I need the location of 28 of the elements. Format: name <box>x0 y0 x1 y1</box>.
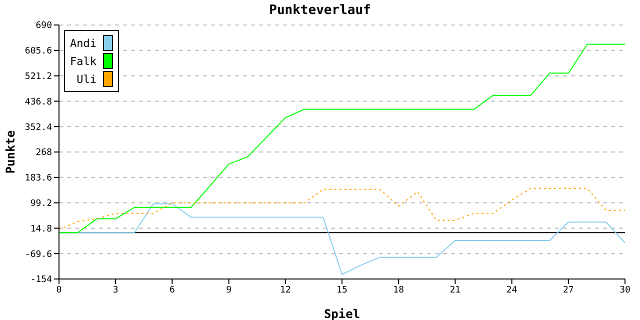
x-tick-label: 6 <box>169 285 175 296</box>
x-tick-label: 24 <box>506 285 518 296</box>
chart-title: Punkteverlauf <box>268 3 372 18</box>
y-tick-label: 690 <box>36 21 52 32</box>
line-series <box>59 188 625 230</box>
y-tick-label: 268 <box>36 148 52 158</box>
legend-label: Uli <box>76 72 96 86</box>
y-tick-label: 605.6 <box>24 46 52 57</box>
x-tick-label: 0 <box>56 285 62 296</box>
x-tick-label: 3 <box>112 285 118 296</box>
y-tick-label: 436.8 <box>24 97 52 108</box>
y-tick-label: 352.4 <box>24 122 52 133</box>
legend-label: Andi <box>70 36 96 50</box>
x-tick-label: 18 <box>393 285 404 296</box>
y-tick-label: 99.2 <box>30 198 52 209</box>
legend-label: Falk <box>70 54 96 68</box>
y-tick-label: 521.2 <box>24 72 52 82</box>
y-tick-label: -69.6 <box>24 250 52 260</box>
y-tick-label: 14.8 <box>30 224 52 234</box>
x-tick-label: 12 <box>280 285 291 296</box>
x-tick-label: 30 <box>620 285 630 296</box>
y-tick-label: -154 <box>30 275 52 286</box>
y-axis-title: Punkte <box>3 130 18 174</box>
x-tick-label: 9 <box>226 285 232 296</box>
x-tick-label: 15 <box>336 285 348 296</box>
x-tick-label: 27 <box>562 285 574 296</box>
y-tick-label: 183.6 <box>24 174 52 184</box>
x-tick-label: 21 <box>450 285 461 296</box>
